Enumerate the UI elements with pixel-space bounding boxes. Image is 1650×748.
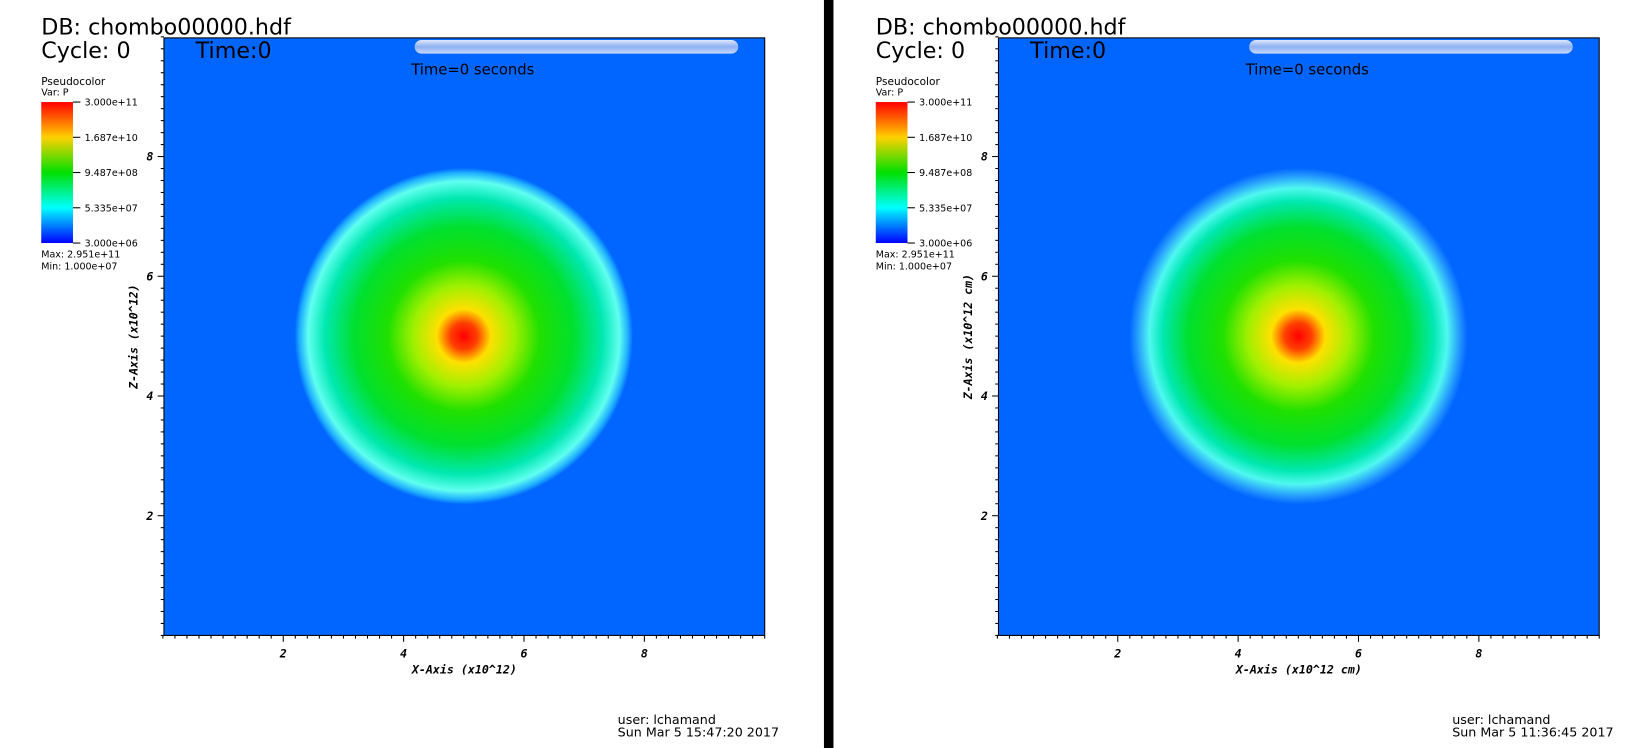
x-tick-label: 2 <box>1113 647 1121 661</box>
user: user: lchamand <box>618 712 716 727</box>
colorbar-label: 9.487e+08 <box>85 168 138 179</box>
legend-plot: Pseudocolor <box>41 76 106 88</box>
colorbar-label: 1.687e+10 <box>919 133 972 144</box>
x-tick-label: 6 <box>520 647 527 661</box>
colorbar-label: 1.687e+10 <box>85 133 138 144</box>
colorbar-label: 3.000e+11 <box>85 98 138 109</box>
legend-max: Max: 2.951e+11 <box>876 250 955 261</box>
user: user: lchamand <box>1452 712 1550 727</box>
colorbar-label: 3.000e+06 <box>85 239 138 250</box>
colorbar-label: 5.335e+07 <box>919 203 972 214</box>
x-tick-label: 2 <box>279 647 287 661</box>
colorbar <box>875 102 908 244</box>
colorbar-label: 3.000e+06 <box>919 239 972 250</box>
y-tick-label: 4 <box>981 389 988 403</box>
legend-min: Min: 1.000e+07 <box>876 261 952 272</box>
y-tick-label: 2 <box>980 509 988 523</box>
time: Time:0 <box>1029 38 1106 64</box>
x-axis-label: X-Axis (x10^12 cm) <box>1235 662 1362 676</box>
y-tick-label: 8 <box>981 150 988 164</box>
y-tick-label: 8 <box>146 150 153 164</box>
legend-var: Var: P <box>876 88 904 99</box>
legend-plot: Pseudocolor <box>876 76 941 88</box>
pseudocolor-field <box>294 167 634 505</box>
db-name: DB: chombo00000.hdf <box>41 15 292 41</box>
y-axis-label: Z-Axis (x10^12) <box>126 284 140 389</box>
x-tick-label: 4 <box>400 647 407 661</box>
legend-max: Max: 2.951e+11 <box>41 250 120 261</box>
colorbar-label: 5.335e+07 <box>85 203 138 214</box>
y-tick-label: 6 <box>981 270 988 284</box>
x-tick-label: 8 <box>1475 647 1482 661</box>
y-tick-label: 6 <box>146 270 153 284</box>
time-annotation: Time=0 seconds <box>1245 62 1369 79</box>
x-tick-label: 4 <box>1235 647 1242 661</box>
x-tick-label: 6 <box>1355 647 1362 661</box>
time-annotation: Time=0 seconds <box>410 62 534 79</box>
colorbar-label: 3.000e+11 <box>919 98 972 109</box>
time-slider <box>1249 39 1573 54</box>
cycle: Cycle: 0 <box>41 38 130 64</box>
pseudocolor-field <box>1129 167 1468 505</box>
cycle: Cycle: 0 <box>876 38 965 64</box>
y-tick-label: 2 <box>145 509 153 523</box>
colorbar <box>41 102 73 244</box>
time: Time:0 <box>195 38 272 64</box>
y-tick-label: 4 <box>146 389 153 403</box>
x-axis-label: X-Axis (x10^12) <box>411 662 517 676</box>
date: Sun Mar 5 15:47:20 2017 <box>618 724 779 739</box>
y-axis-label: Z-Axis (x10^12 cm) <box>961 274 975 400</box>
legend-min: Min: 1.000e+07 <box>41 261 117 272</box>
db-name: DB: chombo00000.hdf <box>876 15 1127 41</box>
colorbar-label: 9.487e+08 <box>919 168 972 179</box>
date: Sun Mar 5 11:36:45 2017 <box>1452 724 1613 739</box>
x-tick-label: 8 <box>641 647 648 661</box>
time-slider <box>414 39 739 54</box>
legend-var: Var: P <box>41 88 69 99</box>
divider <box>823 0 834 748</box>
